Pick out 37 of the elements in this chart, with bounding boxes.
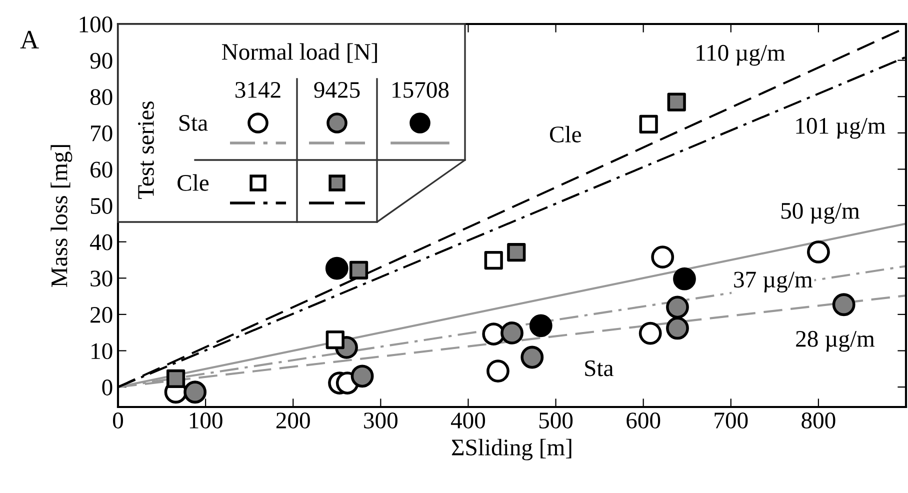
x-tick-label: 600 xyxy=(626,412,660,428)
y-tick-label: 60 xyxy=(90,162,112,178)
y-tick-label: 20 xyxy=(90,306,112,323)
y-tick-label: 100 xyxy=(80,16,112,32)
annotation: Sta xyxy=(179,115,208,131)
text: A xyxy=(20,30,39,48)
annotation: 101 µg/m xyxy=(796,118,886,139)
annotation: 15708 xyxy=(392,82,449,98)
annotation: 50 µg/m xyxy=(781,202,860,224)
annotation: Test series xyxy=(138,102,154,199)
y-tick-label: 80 xyxy=(90,89,112,106)
x-tick-label: 800 xyxy=(802,412,836,428)
y-tick-label: 10 xyxy=(92,343,112,360)
y-axis-title: Mass loss [mg] xyxy=(50,145,72,287)
y-tick-label: 0 xyxy=(102,380,112,396)
y-tick-label: 40 xyxy=(90,234,112,250)
annotation: 110 µg/m xyxy=(696,44,786,66)
y-tick-label: 70 xyxy=(91,125,112,142)
x-tick-label: 400 xyxy=(450,412,486,428)
annotation: 3142 xyxy=(236,82,280,98)
x-tick-label: 0 xyxy=(112,412,124,428)
x-tick-label: 300 xyxy=(364,412,398,428)
x-tick-label: 100 xyxy=(190,412,222,428)
annotation: 37 µg/m xyxy=(734,272,812,292)
x-tick-label: 200 xyxy=(276,412,310,428)
annotation: Sta xyxy=(585,360,614,376)
y-tick-label: 50 xyxy=(90,198,112,214)
annotation: Cle xyxy=(178,174,209,191)
y-tick-label: 30 xyxy=(90,270,112,287)
annotation: 9425 xyxy=(314,82,360,98)
x-tick-label: 700 xyxy=(714,412,748,428)
annotation: 28 µg/m xyxy=(796,330,875,352)
x-tick-label: 500 xyxy=(539,412,573,428)
y-tick-label: 90 xyxy=(90,52,112,69)
annotation: Cle xyxy=(550,126,581,142)
annotation: Normal load [N] xyxy=(222,43,377,63)
x-axis-title: ΣSliding [m] xyxy=(452,438,572,460)
